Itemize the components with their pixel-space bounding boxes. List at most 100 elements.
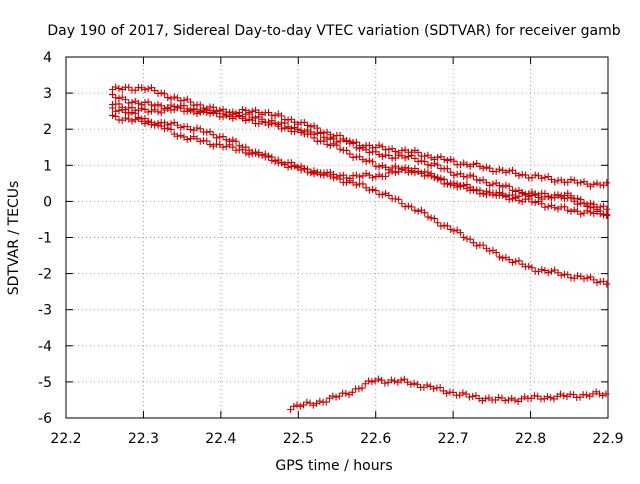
data-point [531,199,539,207]
series-D [108,111,611,219]
data-point [320,129,328,137]
data-point [469,185,477,193]
data-point [258,110,266,118]
data-point [427,214,435,222]
data-point [499,183,507,191]
data-point [362,157,370,165]
data-point [355,385,363,393]
data-point [232,137,240,145]
data-point [365,156,373,164]
data-point [434,219,442,227]
data-point [183,135,191,143]
data-point [138,104,146,112]
data-point [265,121,273,129]
data-point [479,241,487,249]
data-point [300,118,308,126]
data-point [508,394,516,402]
data-point [492,249,500,257]
data-point [144,108,152,116]
data-point [476,162,484,170]
data-point [531,171,539,179]
data-point [434,153,442,161]
data-point [196,107,204,115]
data-point [313,169,321,177]
data-point [239,146,247,154]
data-point [413,380,421,388]
data-point [128,117,136,125]
data-point [239,105,247,113]
data-point [131,109,139,117]
data-point [333,141,341,149]
data-point [378,191,386,199]
data-point [593,205,601,213]
data-point [430,215,438,223]
data-point [385,145,393,153]
data-point [134,113,142,121]
data-point [313,124,321,132]
data-point [219,113,227,121]
data-point [229,114,237,122]
data-point [144,98,152,106]
data-point [450,171,458,179]
data-point [157,89,165,97]
data-point [466,235,474,243]
data-point [421,158,429,166]
data-point [557,271,565,279]
data-point [411,154,419,162]
data-point [460,172,468,180]
data-point [443,222,451,230]
data-point [505,167,513,175]
data-point [505,182,513,190]
data-point [265,153,273,161]
data-point [278,159,286,167]
data-point [456,229,464,237]
data-point [395,195,403,203]
data-point [196,137,204,145]
data-point [365,149,373,157]
data-point [567,207,575,215]
data-point [332,393,340,401]
data-point [499,191,507,199]
data-point [417,157,425,165]
data-point [495,253,503,261]
data-point [528,264,536,272]
series-C [108,100,611,220]
y-tick-label: -1 [38,231,52,247]
data-point [404,202,412,210]
data-point [424,161,432,169]
data-point [443,157,451,165]
data-point [489,180,497,188]
y-tick-label: -2 [38,267,52,283]
data-point [602,390,610,398]
data-point [414,207,422,215]
data-point [147,107,155,115]
data-point [368,378,376,386]
data-point [346,150,354,158]
data-point [348,388,356,396]
data-point [356,153,364,161]
data-point [556,390,564,398]
data-point [534,193,542,201]
data-point [278,112,286,120]
data-point [582,391,590,399]
data-point [495,188,503,196]
data-point [108,104,116,112]
data-point [356,145,364,153]
data-point [508,166,516,174]
data-point [232,113,240,121]
data-point [560,203,568,211]
data-point [134,99,142,107]
data-point [482,187,490,195]
data-point [372,187,380,195]
data-point [372,173,380,181]
data-point [323,169,331,177]
data-point [551,204,559,212]
data-point [388,167,396,175]
data-point [206,110,214,118]
data-point [414,158,422,166]
data-point [430,385,438,393]
data-point [450,181,458,189]
data-point [219,133,227,141]
data-point [206,128,214,136]
